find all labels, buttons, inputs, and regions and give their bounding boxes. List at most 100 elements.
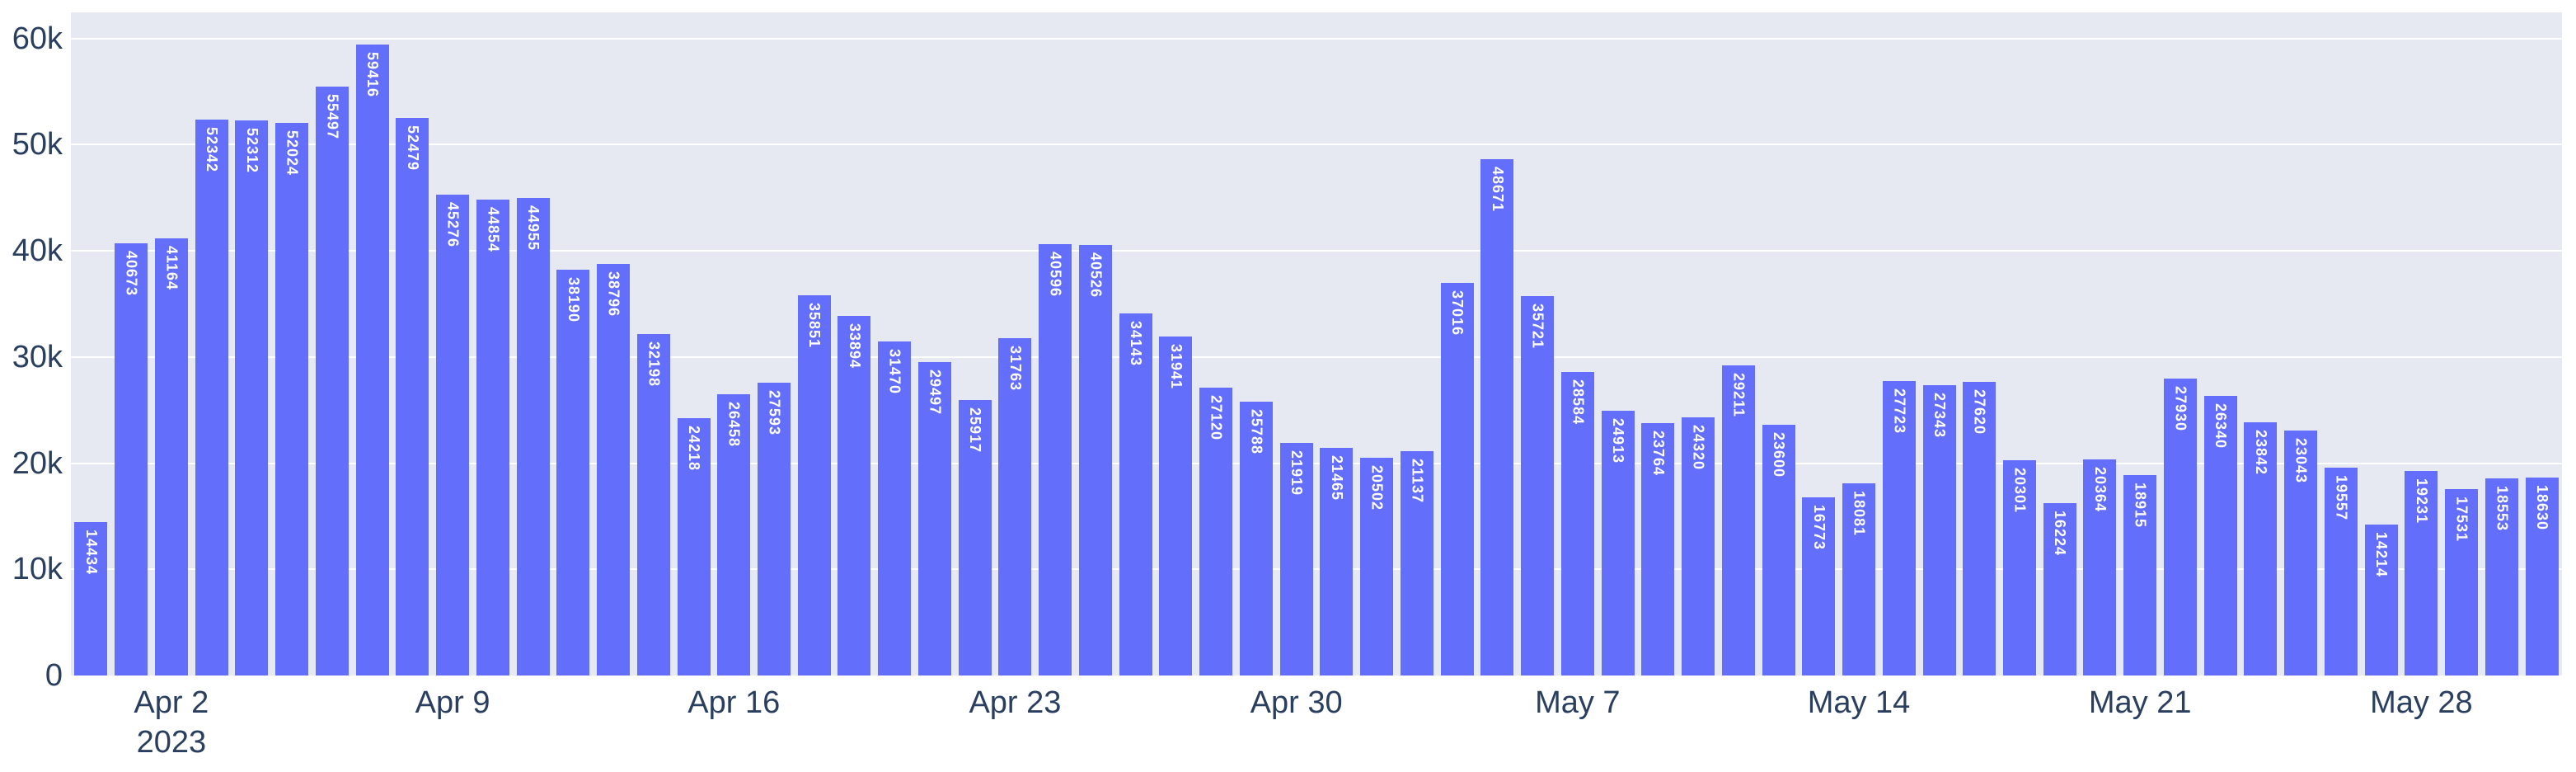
- bar-value-label: 55497: [324, 93, 341, 139]
- bar[interactable]: 27343: [1922, 385, 1956, 676]
- y-tick-label: 0: [45, 658, 63, 693]
- bar[interactable]: 23764: [1641, 423, 1675, 676]
- bar[interactable]: 52342: [195, 120, 228, 676]
- bar[interactable]: 48671: [1480, 158, 1514, 676]
- bar[interactable]: 27723: [1882, 381, 1916, 676]
- bar[interactable]: 25917: [958, 400, 992, 676]
- bar[interactable]: 14434: [74, 522, 108, 676]
- bar-value-label: 35721: [1529, 304, 1546, 350]
- bar[interactable]: 24913: [1601, 411, 1635, 676]
- x-tick-label: Apr 23: [969, 683, 1061, 723]
- bar[interactable]: 44854: [476, 199, 509, 676]
- bar[interactable]: 16773: [1802, 497, 1836, 676]
- bar-value-label: 24218: [686, 426, 702, 472]
- bar[interactable]: 40526: [1078, 245, 1112, 676]
- bar[interactable]: 45276: [436, 195, 470, 676]
- bar[interactable]: 25788: [1239, 402, 1273, 676]
- bar[interactable]: 23842: [2244, 422, 2278, 676]
- bar-value-label: 23600: [1771, 432, 1788, 478]
- bar[interactable]: 20364: [2083, 459, 2117, 676]
- bar-value-label: 38796: [605, 271, 622, 317]
- bar[interactable]: 27593: [757, 382, 791, 676]
- bar[interactable]: 44955: [516, 198, 550, 676]
- bar[interactable]: 26458: [717, 394, 751, 676]
- bar[interactable]: 34143: [1119, 313, 1152, 676]
- x-tick-date: Apr 30: [1250, 685, 1343, 720]
- y-tick-label: 50k: [12, 127, 63, 162]
- bar[interactable]: 18081: [1842, 483, 1876, 676]
- bar-value-label: 59416: [364, 52, 382, 98]
- bar[interactable]: 19557: [2324, 468, 2358, 676]
- bar[interactable]: 23600: [1762, 425, 1795, 676]
- bar-value-label: 20364: [2091, 466, 2109, 512]
- bar[interactable]: 52312: [235, 120, 269, 676]
- gridline-30k: [71, 355, 2562, 358]
- bar[interactable]: 31763: [998, 338, 1032, 676]
- gridline-10k: [71, 568, 2562, 571]
- bar[interactable]: 33894: [838, 315, 871, 676]
- bar[interactable]: 35851: [797, 294, 831, 676]
- bar[interactable]: 18915: [2123, 474, 2157, 676]
- bar[interactable]: 59416: [355, 45, 389, 676]
- bar-value-label: 16773: [1810, 505, 1828, 551]
- bar[interactable]: 18553: [2485, 478, 2518, 676]
- bar[interactable]: 38190: [556, 270, 590, 676]
- bar[interactable]: 21465: [1320, 447, 1354, 676]
- bar[interactable]: 37016: [1440, 282, 1474, 676]
- bar[interactable]: 17531: [2445, 489, 2479, 676]
- bar[interactable]: 31470: [878, 341, 912, 676]
- x-tick-date: May 21: [2088, 685, 2192, 720]
- bar[interactable]: 24218: [677, 418, 711, 676]
- bar-value-label: 52479: [404, 125, 421, 172]
- bar[interactable]: 14214: [2364, 525, 2398, 676]
- bar[interactable]: 26340: [2203, 395, 2237, 676]
- bar-value-label: 18081: [1851, 491, 1868, 537]
- bar[interactable]: 40596: [1039, 244, 1072, 676]
- x-tick-label: May 7: [1535, 683, 1620, 723]
- bar-value-label: 17531: [2453, 497, 2470, 543]
- bar[interactable]: 20301: [2002, 459, 2036, 676]
- bar[interactable]: 52479: [396, 118, 429, 676]
- x-tick-label: Apr 16: [687, 683, 780, 723]
- bar-value-label: 52312: [243, 127, 260, 173]
- bar[interactable]: 16224: [2043, 503, 2076, 676]
- bar[interactable]: 55497: [315, 86, 349, 676]
- bar[interactable]: 27120: [1199, 387, 1233, 676]
- bar-value-label: 19557: [2333, 475, 2350, 521]
- bar[interactable]: 29497: [917, 362, 951, 676]
- x-tick-date: Apr 2: [134, 685, 209, 720]
- bar[interactable]: 41164: [154, 238, 188, 676]
- bar[interactable]: 29211: [1721, 365, 1755, 676]
- bar-value-label: 31470: [886, 348, 903, 394]
- bar[interactable]: 38796: [597, 263, 631, 676]
- bar[interactable]: 27620: [1963, 382, 1997, 676]
- bar[interactable]: 23043: [2284, 431, 2318, 676]
- bar-value-label: 27120: [1208, 394, 1225, 440]
- bar[interactable]: 24320: [1682, 417, 1715, 676]
- bar[interactable]: 21919: [1279, 442, 1313, 676]
- bar-value-label: 44854: [485, 206, 502, 252]
- x-tick-label: Apr 2 2023: [134, 683, 209, 762]
- bar[interactable]: 28584: [1560, 372, 1594, 676]
- bar[interactable]: 27930: [2163, 379, 2197, 676]
- x-tick-label: Apr 30: [1250, 683, 1343, 723]
- gridline-50k: [71, 144, 2562, 146]
- bar[interactable]: 52024: [275, 123, 309, 676]
- bar[interactable]: 20502: [1360, 458, 1394, 676]
- bar-value-label: 29497: [927, 370, 944, 416]
- bar-value-label: 37016: [1449, 290, 1466, 336]
- bar[interactable]: 32198: [636, 333, 670, 676]
- bar[interactable]: 21137: [1400, 450, 1433, 676]
- y-tick-label: 60k: [12, 21, 63, 56]
- gridline-20k: [71, 462, 2562, 464]
- bar[interactable]: 40673: [115, 243, 148, 676]
- bar[interactable]: 19231: [2405, 471, 2438, 676]
- bar-value-label: 29211: [1730, 373, 1748, 418]
- bar[interactable]: 35721: [1521, 296, 1555, 676]
- bar-value-label: 24913: [1610, 418, 1627, 464]
- bar[interactable]: 31941: [1159, 336, 1193, 676]
- x-tick-year: 2023: [136, 725, 207, 760]
- bar-value-label: 27723: [1891, 388, 1908, 435]
- bar[interactable]: 18630: [2525, 478, 2559, 676]
- bar-value-label: 31941: [1167, 343, 1185, 389]
